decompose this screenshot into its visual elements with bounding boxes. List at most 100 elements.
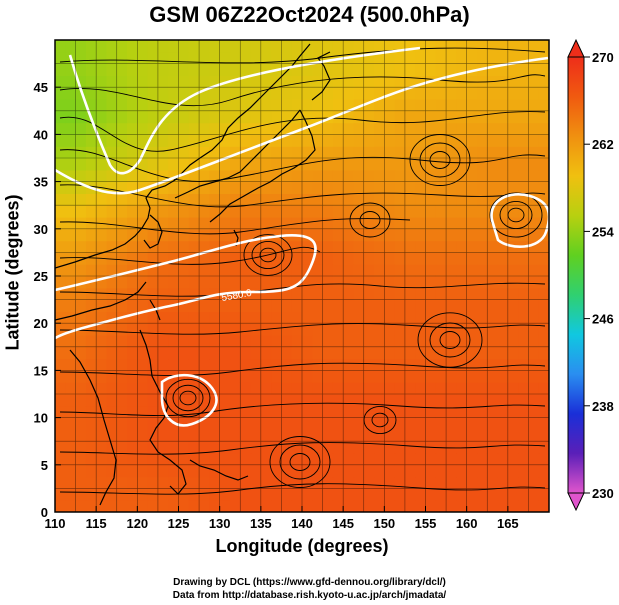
field-cell [85, 87, 97, 100]
field-cell [55, 453, 66, 466]
field-cell [178, 264, 190, 277]
field-cell [518, 193, 529, 206]
field-cell [332, 464, 344, 478]
field-cell [384, 417, 396, 430]
field-cell [106, 264, 118, 277]
field-cell [75, 240, 87, 253]
field-cell [106, 181, 118, 194]
field-cell [312, 75, 324, 88]
field-cell [168, 335, 180, 348]
streamline-vortex [269, 436, 331, 488]
field-cell [435, 464, 447, 478]
field-cell [127, 51, 138, 65]
field-cell [435, 488, 447, 501]
field-cell [425, 488, 437, 501]
field-cell [188, 99, 200, 112]
field-cell [394, 264, 406, 277]
field-cell [456, 99, 468, 112]
field-cell [322, 311, 334, 324]
field-cell [157, 488, 169, 501]
field-cell [343, 429, 355, 442]
field-cell [250, 299, 262, 312]
field-cell [178, 193, 190, 206]
field-cell [188, 453, 200, 466]
field-cell [116, 252, 128, 265]
field-cell [281, 146, 293, 159]
streamline-vortex [417, 312, 483, 368]
field-cell [178, 122, 190, 135]
field-cell [75, 370, 87, 383]
field-cell [199, 358, 210, 371]
field-cell [188, 169, 200, 183]
field-cell [353, 476, 365, 489]
field-cell [477, 405, 488, 419]
field-cell [425, 240, 437, 253]
field-cell [85, 488, 97, 501]
field-cell [65, 453, 77, 466]
field-cell [312, 323, 324, 336]
field-cell [188, 134, 200, 147]
field-cell [127, 217, 138, 230]
field-cell [250, 158, 262, 171]
field-cell [240, 488, 252, 501]
field-cell [230, 335, 241, 348]
field-cell [106, 394, 118, 407]
field-cell [456, 181, 468, 194]
field-cell [260, 453, 272, 466]
field-cell [332, 40, 344, 53]
field-cell [466, 240, 478, 253]
field-cell [157, 134, 169, 147]
field-cell [230, 75, 241, 88]
field-cell [260, 417, 272, 430]
field-cell [127, 110, 138, 124]
field-cell [260, 429, 272, 442]
field-cell [127, 87, 138, 100]
field-cell [384, 193, 396, 206]
field-cell [106, 193, 118, 206]
field-cell [127, 429, 138, 442]
field-cell [178, 500, 190, 512]
field-cell [240, 394, 252, 407]
field-cell [384, 287, 396, 301]
field-cell [106, 110, 118, 124]
field-cell [477, 500, 488, 512]
field-cell [85, 51, 97, 65]
field-cell [518, 146, 529, 159]
field-cell [75, 134, 87, 147]
field-cell [157, 346, 169, 360]
field-cell [271, 500, 282, 512]
field-cell [497, 382, 509, 395]
field-cell [302, 429, 313, 442]
field-cell [271, 417, 282, 430]
field-cell [404, 134, 416, 147]
field-cell [75, 311, 87, 324]
field-cell [260, 122, 272, 135]
field-cell [147, 382, 159, 395]
field-cell [322, 217, 334, 230]
field-cell [240, 252, 252, 265]
field-cell [343, 488, 355, 501]
field-cell [538, 63, 549, 76]
field-cell [209, 276, 221, 289]
field-cell [168, 110, 180, 124]
field-cell [147, 205, 159, 218]
field-cell [456, 346, 468, 360]
field-cell [394, 51, 406, 65]
field-cell [75, 169, 87, 183]
field-cell [466, 169, 478, 183]
field-cell [137, 299, 149, 312]
field-cell [281, 75, 293, 88]
colorbar-tick-label: 230 [592, 486, 614, 501]
field-cell [353, 405, 365, 419]
field-cell [518, 40, 529, 53]
field-cell [374, 382, 385, 395]
field-cell [528, 110, 540, 124]
field-cell [250, 134, 262, 147]
field-cell [96, 299, 108, 312]
field-cell [230, 394, 241, 407]
field-cell [477, 488, 488, 501]
field-cell [394, 146, 406, 159]
field-cell [271, 110, 282, 124]
coastline [311, 51, 331, 101]
field-cell [291, 217, 303, 230]
